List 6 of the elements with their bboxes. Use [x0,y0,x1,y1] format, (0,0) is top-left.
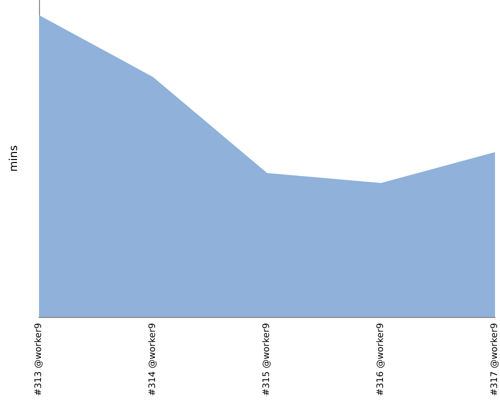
x-tick-label: #316 @worker9 [376,322,386,396]
y-axis-title: mins [7,145,20,172]
x-tick-label: #314 @worker9 [148,322,158,396]
x-tick-label: #315 @worker9 [262,322,272,396]
x-tick-label: #313 @worker9 [34,322,44,396]
x-tick-label: #317 @worker9 [490,322,500,396]
